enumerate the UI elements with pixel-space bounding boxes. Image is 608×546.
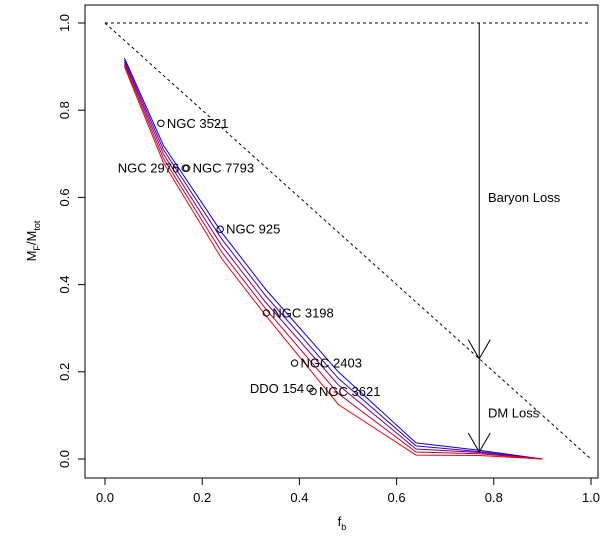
point-marker xyxy=(216,225,224,233)
x-tick-label: 0.4 xyxy=(290,490,308,505)
x-tick-label: 1.0 xyxy=(582,490,600,505)
x-tick-label: 0.0 xyxy=(96,490,114,505)
series-line-1 xyxy=(123,57,543,460)
points-layer: NGC 3521 NGC 2976 NGC 7793 NGC 925 NGC 3198 N… xyxy=(118,116,381,399)
x-tick-label: 0.6 xyxy=(388,490,406,505)
x-tick-label: 0.8 xyxy=(485,490,503,505)
series-line-3 xyxy=(123,62,543,460)
arrow-1 xyxy=(467,23,491,360)
y-tick-label: 0.8 xyxy=(57,101,72,119)
annotation-layer: Baryon Loss DM Loss xyxy=(488,190,561,421)
reference-lines xyxy=(104,22,592,460)
series-layer xyxy=(123,57,543,460)
y-tick-label: 1.0 xyxy=(57,14,72,32)
y-tick-label: 0.4 xyxy=(57,276,72,294)
arrow-head xyxy=(467,432,491,454)
galaxy-point: NGC 925 xyxy=(216,222,280,237)
galaxy-point: NGC 7793 xyxy=(182,161,254,176)
y-tick-label: 0.2 xyxy=(57,363,72,381)
point-marker xyxy=(262,309,271,317)
y-tick-label: 0.0 xyxy=(57,450,72,468)
point-label: NGC 3521 xyxy=(167,116,228,131)
point-marker xyxy=(290,359,299,367)
annotation-label: Baryon Loss xyxy=(488,190,561,205)
point-label: NGC 3198 xyxy=(272,305,333,320)
galaxy-point: DDO 154 xyxy=(250,381,314,396)
series-line-5 xyxy=(123,66,543,460)
x-axis-label: fb xyxy=(338,514,347,532)
point-label: NGC 925 xyxy=(226,222,280,237)
galaxy-point: NGC 3521 xyxy=(157,116,228,131)
series-line-2 xyxy=(123,59,543,460)
series-line-4 xyxy=(123,64,543,460)
point-label: NGC 2976 xyxy=(118,161,179,176)
galaxy-point: NGC 2403 xyxy=(290,356,362,371)
point-label: DDO 154 xyxy=(250,381,304,396)
x-tick-label: 0.2 xyxy=(193,490,211,505)
galaxy-point: NGC 3621 xyxy=(309,384,380,399)
point-marker xyxy=(157,119,165,127)
arrow-layer xyxy=(467,23,491,454)
point-marker xyxy=(182,164,191,172)
galaxy-point: NGC 3198 xyxy=(262,305,334,320)
point-label: NGC 3621 xyxy=(319,384,380,399)
arrow-2 xyxy=(467,358,491,454)
galaxy-point: NGC 2976 xyxy=(118,161,189,176)
annotation-label: DM Loss xyxy=(488,406,540,421)
y-tick-label: 0.6 xyxy=(57,188,72,206)
reference-line-2 xyxy=(104,22,592,460)
axes-layer: 0.0 0.2 0.4 0.6 0.8 1.0 0.0 0.2 0.4 0.6 0.8 1.0 fb MF… xyxy=(24,14,600,532)
point-label: NGC 7793 xyxy=(193,161,254,176)
point-marker xyxy=(309,387,317,396)
y-axis-label: MF/Mtot xyxy=(24,220,42,261)
point-label: NGC 2403 xyxy=(301,356,362,371)
